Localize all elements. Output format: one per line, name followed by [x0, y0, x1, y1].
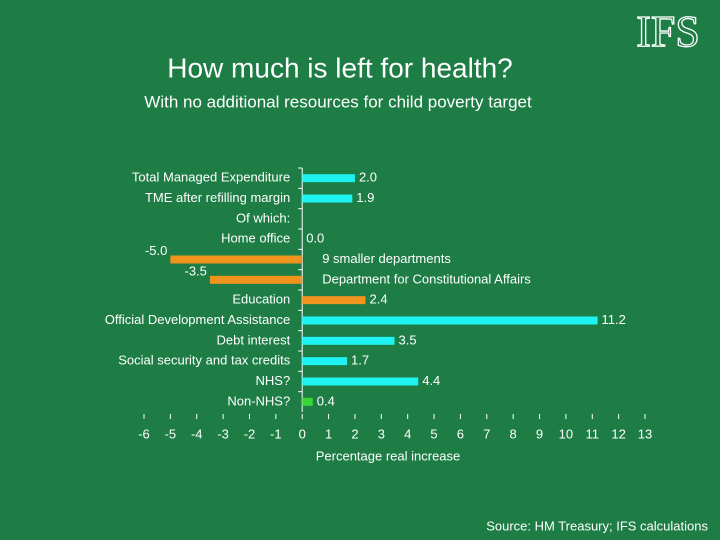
bar — [302, 357, 348, 366]
x-tick-label: 8 — [510, 426, 517, 441]
value-label: 0.4 — [317, 393, 335, 408]
x-tick-label: 1 — [325, 426, 332, 441]
bar — [302, 194, 353, 203]
bar — [170, 255, 303, 264]
category-label: Home office — [221, 231, 290, 246]
chart-subtitle: With no additional resources for child p… — [144, 92, 532, 111]
value-label: 2.0 — [359, 170, 377, 185]
x-tick-label: 13 — [638, 426, 652, 441]
x-tick-label: -1 — [270, 426, 282, 441]
source: Source: HM Treasury; IFS calculations — [486, 518, 708, 533]
category-label: Official Development Assistance — [105, 312, 290, 327]
category-label: Department for Constitutional Affairs — [322, 271, 531, 286]
x-tick-label: 2 — [351, 426, 358, 441]
bar — [302, 296, 366, 305]
x-tick-label: 9 — [536, 426, 543, 441]
category-label: Non-NHS? — [227, 393, 290, 408]
category-label: Debt interest — [217, 332, 291, 347]
value-label: 3.5 — [399, 332, 417, 347]
bar — [302, 174, 355, 183]
value-label: -3.5 — [185, 263, 207, 278]
x-tick-label: -6 — [138, 426, 150, 441]
value-label: 1.7 — [351, 353, 369, 368]
bar — [302, 397, 313, 406]
x-tick-label: 6 — [457, 426, 464, 441]
x-tick-label: -2 — [244, 426, 256, 441]
x-tick-label: 0 — [299, 426, 306, 441]
x-tick-label: 5 — [430, 426, 437, 441]
x-tick-label: -3 — [217, 426, 229, 441]
x-tick-label: 4 — [404, 426, 411, 441]
x-tick-label: 12 — [611, 426, 625, 441]
x-tick-label: 10 — [559, 426, 573, 441]
category-label: NHS? — [256, 373, 291, 388]
category-label: TME after refilling margin — [145, 190, 290, 205]
bar — [302, 316, 598, 325]
x-tick-label: -5 — [165, 426, 177, 441]
value-label: 1.9 — [356, 190, 374, 205]
bar — [302, 377, 419, 386]
category-label: Education — [232, 292, 290, 307]
x-tick-label: 7 — [483, 426, 490, 441]
x-axis-title: Percentage real increase — [316, 448, 461, 463]
chart-title: How much is left for health? — [167, 52, 513, 83]
x-tick-label: -4 — [191, 426, 203, 441]
value-label: 11.2 — [602, 312, 626, 327]
value-label: -5.0 — [145, 243, 167, 258]
value-label: 0.0 — [306, 231, 324, 246]
category-label: Social security and tax credits — [118, 353, 290, 368]
category-label: Total Managed Expenditure — [132, 170, 290, 185]
category-label: 9 smaller departments — [322, 251, 451, 266]
x-tick-label: 11 — [586, 426, 600, 441]
x-tick-label: 3 — [378, 426, 385, 441]
value-label: 2.4 — [369, 292, 387, 307]
value-label: 4.4 — [422, 373, 440, 388]
bar — [209, 275, 303, 284]
category-label: Of which: — [236, 210, 290, 225]
bar — [302, 336, 395, 345]
logo: IFS — [636, 7, 700, 56]
